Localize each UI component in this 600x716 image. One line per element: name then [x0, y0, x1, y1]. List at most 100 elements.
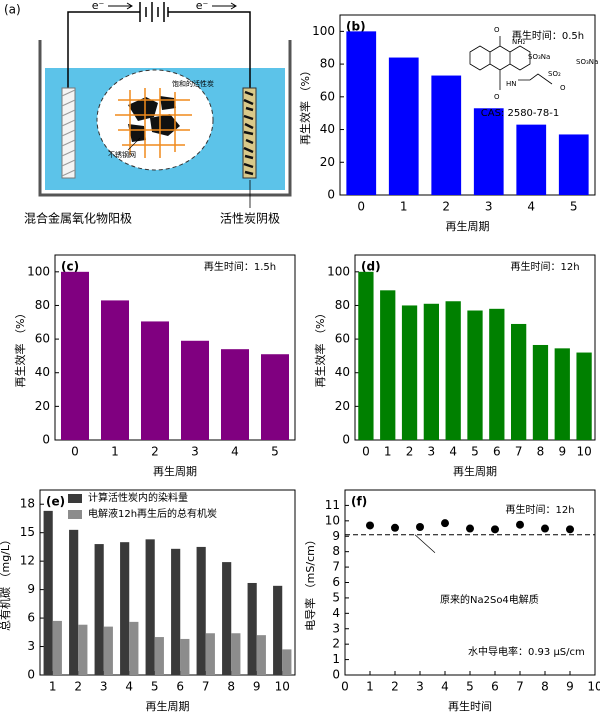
annotation: 原来的Na2So4电解质	[440, 593, 539, 606]
legend-swatch	[68, 510, 82, 519]
x-tick-label: 2	[406, 445, 414, 459]
y-tick-label: 60	[35, 332, 50, 346]
x-axis-title: 再生周期	[446, 219, 490, 233]
bar	[61, 271, 89, 440]
bar	[43, 510, 53, 675]
x-tick-label: 2	[391, 680, 399, 694]
bar	[52, 620, 62, 675]
point	[366, 521, 374, 530]
x-tick-label: 6	[493, 445, 501, 459]
bar	[558, 134, 589, 195]
structure-label: O	[494, 26, 500, 34]
y-tick-label: 0	[27, 668, 35, 682]
y-tick-label: 60	[320, 89, 335, 103]
annotation: 再生时间：1.5h	[204, 260, 276, 273]
x-axis-title: 再生周期	[146, 699, 190, 713]
structure-label: HN	[506, 80, 517, 88]
point	[416, 523, 424, 531]
y-axis-title: 再生效率 （%）	[313, 308, 327, 388]
x-tick-label: 5	[271, 445, 279, 459]
plot-frame	[339, 14, 596, 196]
bar	[129, 621, 139, 675]
x-axis-title: 再生周期	[453, 464, 497, 478]
diagram-label: 饱和的活性炭	[172, 79, 214, 88]
bar	[141, 321, 169, 440]
point	[516, 520, 524, 529]
annotation: 再生时间：12h	[505, 503, 574, 516]
bar	[145, 539, 155, 675]
bar	[205, 633, 215, 675]
y-tick-label: 20	[335, 399, 350, 413]
x-tick-label: 3	[428, 445, 436, 459]
y-tick-label: 0	[332, 668, 340, 682]
x-tick-label: 1	[384, 445, 392, 459]
x-tick-label: 8	[541, 680, 549, 694]
x-tick-label: 10	[275, 680, 290, 694]
y-tick-label: 0	[327, 188, 335, 202]
y-tick-label: 0	[42, 433, 50, 447]
structure-label: O	[560, 84, 566, 92]
y-tick-label: 15	[20, 525, 35, 539]
wire	[168, 11, 251, 88]
y-tick-label: 1	[332, 652, 340, 666]
structure-label: O	[494, 93, 500, 101]
bar	[554, 348, 570, 440]
x-tick-label: 1	[366, 680, 374, 694]
x-tick-label: 5	[570, 200, 578, 214]
annotation: 水中导电率：0.93 μS/cm	[468, 645, 585, 658]
panel-label: (c)	[61, 260, 79, 274]
bar	[222, 562, 232, 675]
x-tick-label: 3	[100, 680, 108, 694]
bar	[221, 349, 249, 440]
point	[541, 524, 549, 533]
x-tick-label: 10	[587, 680, 600, 694]
diagram-label: 活性炭阴极	[220, 212, 280, 226]
x-axis-title: 再生时间	[448, 699, 492, 713]
y-tick-label: 80	[320, 57, 335, 71]
bar	[473, 108, 504, 195]
bar	[120, 542, 130, 675]
bar	[181, 340, 209, 440]
y-axis-title: 再生效率 （%）	[13, 308, 27, 388]
y-tick-label: 7	[332, 560, 340, 574]
x-tick-label: 4	[231, 445, 239, 459]
pointer	[127, 137, 141, 151]
plot-frame	[54, 254, 296, 441]
structure-label: SO₃Na	[528, 53, 550, 61]
x-tick-label: 7	[515, 445, 523, 459]
x-tick-label: 6	[491, 680, 499, 694]
arrow	[230, 2, 237, 10]
bar	[196, 546, 206, 675]
y-tick-label: 8	[332, 544, 340, 558]
point	[391, 523, 399, 532]
x-tick-label: 9	[566, 680, 574, 694]
x-tick-label: 3	[485, 200, 493, 214]
bar	[380, 290, 396, 440]
structure-label: SO₂	[548, 70, 561, 78]
x-tick-label: 5	[466, 680, 474, 694]
bar	[576, 352, 592, 440]
bar	[358, 271, 374, 440]
y-tick-label: 6	[332, 575, 340, 589]
bar	[489, 308, 505, 440]
x-tick-label: 1	[49, 680, 57, 694]
x-tick-label: 3	[416, 680, 424, 694]
annotation: 再生时间：0.5h	[512, 29, 584, 42]
mesh	[115, 88, 192, 158]
point	[566, 525, 574, 534]
beaker	[38, 40, 292, 197]
bar	[273, 585, 283, 675]
arrow	[126, 2, 133, 10]
electron-label: e⁻	[196, 0, 209, 12]
bar	[101, 300, 129, 440]
annotation: 再生时间：12h	[510, 260, 579, 273]
x-tick-label: 7	[202, 680, 210, 694]
x-tick-label: 8	[227, 680, 235, 694]
y-tick-label: 11	[325, 498, 340, 512]
pointer	[414, 534, 436, 553]
bar	[69, 529, 79, 675]
y-tick-label: 6	[27, 611, 35, 625]
y-tick-label: 40	[35, 365, 50, 379]
diagram-label: 混合金属氧化物阳极	[24, 211, 132, 226]
structure-label: NH₂	[512, 38, 526, 46]
